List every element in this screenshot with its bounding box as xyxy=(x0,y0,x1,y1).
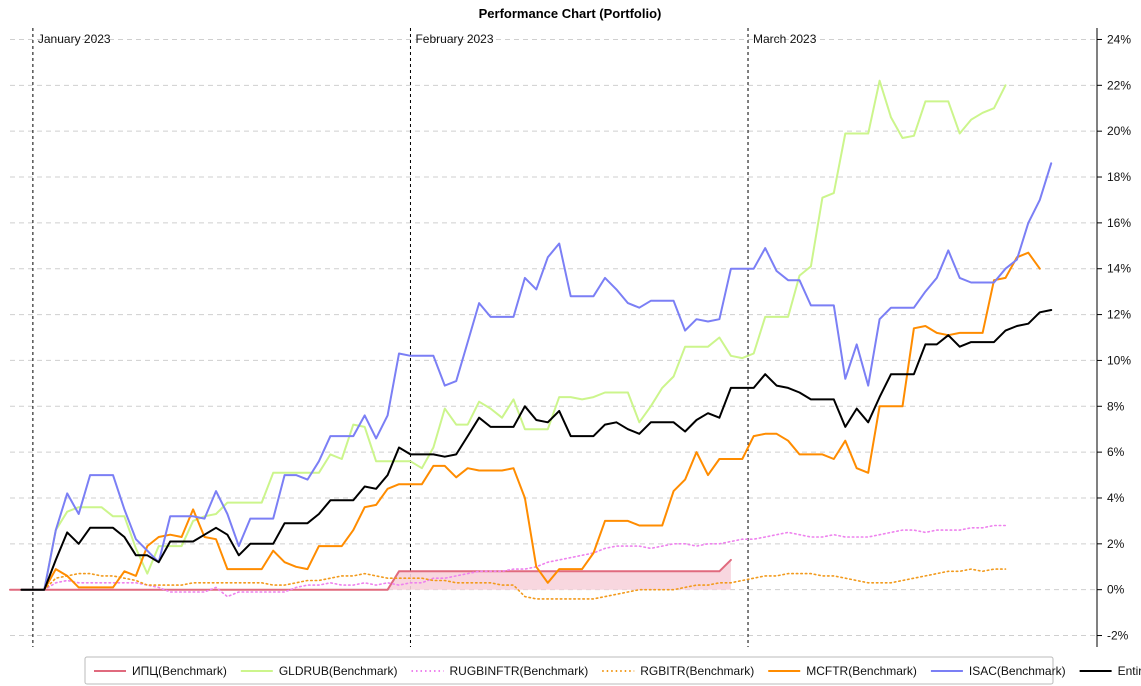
legend-box xyxy=(84,656,1054,685)
month-label: March 2023 xyxy=(753,32,817,46)
legend-item[interactable]: RGBITR(Benchmark) xyxy=(602,664,754,678)
series-area-fill-0 xyxy=(10,559,731,590)
y-tick-label: 16% xyxy=(1107,216,1131,230)
y-tick-label: 12% xyxy=(1107,308,1131,322)
legend-item[interactable]: MCFTR(Benchmark) xyxy=(768,664,917,678)
legend-item[interactable]: RUGBINFTR(Benchmark) xyxy=(411,664,589,678)
y-tick-label: 4% xyxy=(1107,491,1125,505)
legend-label: ИПЦ(Benchmark) xyxy=(132,664,227,678)
series-line-4 xyxy=(20,251,1041,591)
y-tick-label: 8% xyxy=(1107,399,1125,413)
month-markers: January 2023 February 2023 March 2023 xyxy=(32,28,817,647)
month-label: January 2023 xyxy=(38,32,111,46)
y-tick-label: 24% xyxy=(1107,32,1131,46)
legend-label: GLDRUB(Benchmark) xyxy=(279,664,398,678)
month-label: February 2023 xyxy=(415,32,493,46)
legend-label: ISAC(Benchmark) xyxy=(969,664,1066,678)
legend[interactable]: ИПЦ(Benchmark) GLDRUB(Benchmark) RUGBINFTR… xyxy=(84,656,1141,685)
series-line-6 xyxy=(20,309,1053,591)
y-tick-label: 20% xyxy=(1107,124,1131,138)
y-tick-label: 6% xyxy=(1107,445,1125,459)
series-line-3 xyxy=(20,568,1007,600)
legend-label: RUGBINFTR(Benchmark) xyxy=(450,664,589,678)
legend-item[interactable]: ИПЦ(Benchmark) xyxy=(94,664,227,678)
y-tick-label: 22% xyxy=(1107,78,1131,92)
legend-item[interactable]: GLDRUB(Benchmark) xyxy=(240,664,398,678)
series-line-2 xyxy=(20,524,1007,598)
y-axis: -2% 0% 2% 4% 6% 8% 10% 12% 14% 16% 18% 20% 22% 24% xyxy=(1096,28,1131,647)
y-tick-label: 10% xyxy=(1107,353,1131,367)
legend-item[interactable]: ISAC(Benchmark) xyxy=(930,664,1066,678)
y-tick-label: 18% xyxy=(1107,170,1131,184)
legend-label: Entire portfolio xyxy=(1118,664,1141,678)
chart-title: Performance Chart (Portfolio) xyxy=(479,6,662,21)
legend-label: RGBITR(Benchmark) xyxy=(640,664,754,678)
series-line-5 xyxy=(20,162,1053,591)
series-lines xyxy=(9,79,1053,600)
y-tick-label: -2% xyxy=(1107,629,1129,643)
legend-label: MCFTR(Benchmark) xyxy=(806,664,917,678)
y-tick-label: 0% xyxy=(1107,583,1125,597)
area-fills xyxy=(10,559,731,590)
y-tick-label: 2% xyxy=(1107,537,1125,551)
y-tick-label: 14% xyxy=(1107,262,1131,276)
series-line-1 xyxy=(20,79,1007,591)
legend-item[interactable]: Entire portfolio xyxy=(1079,664,1141,678)
